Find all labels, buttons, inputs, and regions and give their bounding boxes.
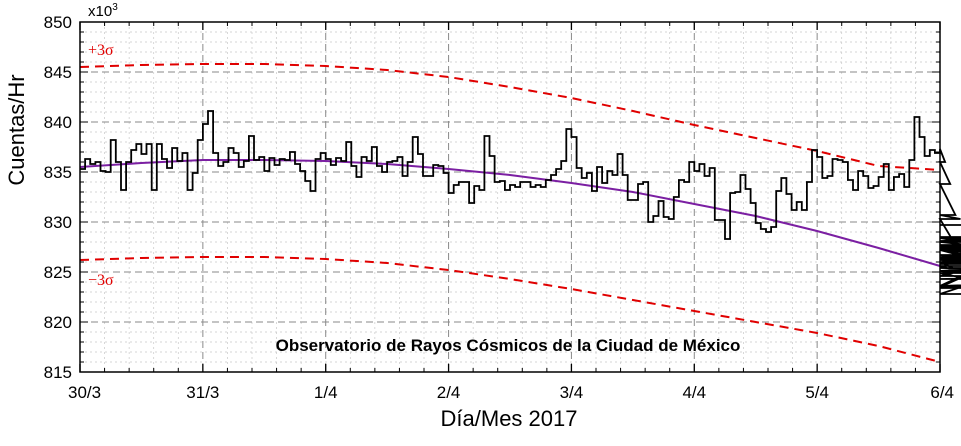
y-multiplier: x103	[88, 2, 118, 20]
x-tick-label: 31/3	[186, 383, 219, 402]
y-tick-label: 830	[44, 213, 72, 232]
observatory-title: Observatorio de Rayos Cósmicos de la Ciu…	[276, 336, 741, 355]
x-tick-label: 5/4	[805, 383, 829, 402]
axis-ticks	[79, 21, 941, 373]
y-tick-label: 850	[44, 13, 72, 32]
sigma-reference-lines	[79, 63, 941, 363]
x-tick-labels: 30/3 31/3 1/4 2/4 3/4 4/4 5/4 6/4	[68, 383, 954, 402]
x-tick-label: 1/4	[314, 383, 338, 402]
major-grid	[80, 22, 940, 372]
y-tick-label: 815	[44, 363, 72, 382]
series-fit-line	[79, 159, 941, 267]
x-tick-label: 4/4	[682, 383, 706, 402]
y-axis-title: Cuentas/Hr	[4, 74, 29, 185]
y-multiplier-exponent: 3	[112, 2, 118, 13]
x-tick-label: 6/4	[930, 383, 954, 402]
plot-frame	[79, 21, 941, 373]
y-tick-labels: 815 820 825 830 835 840 845 850	[44, 13, 72, 382]
x-tick-label: 2/4	[437, 383, 461, 402]
x-tick-label: 30/3	[68, 383, 101, 402]
series-plus-3-sigma	[79, 63, 941, 171]
minor-grid	[80, 22, 940, 372]
y-tick-label: 835	[44, 163, 72, 182]
y-tick-label: 825	[44, 263, 72, 282]
y-tick-label: 820	[44, 313, 72, 332]
hourly-counts-series	[80, 110, 961, 295]
minus-3-sigma-label: −3σ	[88, 272, 114, 289]
y-multiplier-base: x10	[88, 3, 112, 20]
series-step-line	[80, 110, 961, 295]
plus-3-sigma-label: +3σ	[88, 42, 114, 59]
y-tick-label: 845	[44, 63, 72, 82]
x-axis-title: Día/Mes 2017	[441, 406, 578, 431]
x-tick-label: 3/4	[560, 383, 584, 402]
y-tick-label: 840	[44, 113, 72, 132]
trend-fit-line	[79, 159, 941, 267]
series-minus-3-sigma	[79, 256, 941, 363]
